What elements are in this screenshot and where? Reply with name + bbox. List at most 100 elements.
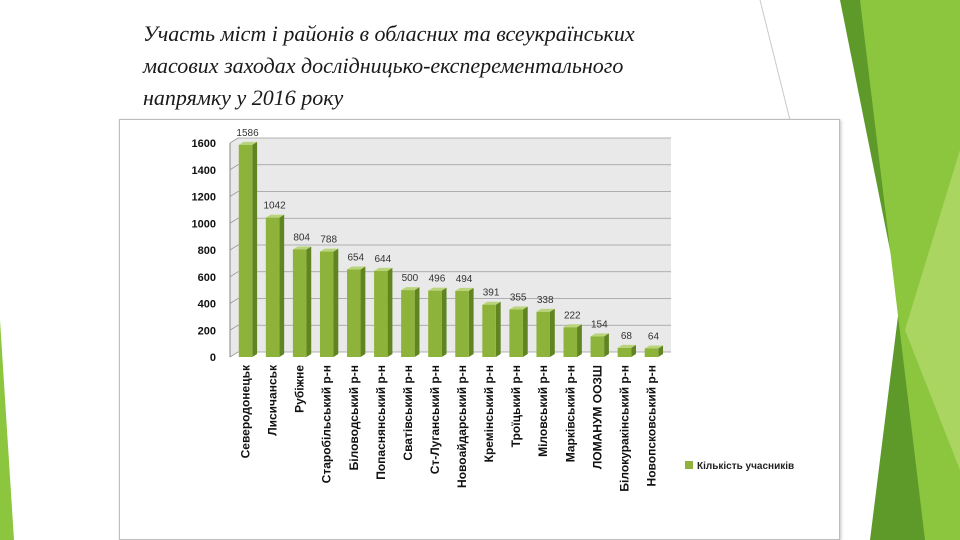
- bar-side: [604, 333, 609, 357]
- bar-side: [279, 214, 285, 357]
- bar-front: [590, 336, 605, 357]
- bar: [509, 306, 528, 357]
- data-label: 355: [510, 293, 527, 304]
- bar-side: [658, 345, 664, 357]
- bar-side: [631, 344, 636, 357]
- bar: [374, 267, 393, 357]
- bar-front: [644, 348, 659, 357]
- legend-label: Кількість учасників: [697, 461, 794, 472]
- bar-top: [482, 301, 501, 305]
- x-category-label: Новопсковський р-н: [644, 365, 658, 486]
- y-tick-label: 400: [198, 299, 216, 311]
- data-label: 788: [320, 235, 337, 246]
- legend-swatch: [685, 461, 693, 469]
- bar-side: [468, 287, 474, 357]
- bar-top: [374, 267, 393, 271]
- bar-top: [319, 248, 339, 252]
- y-tick-label: 200: [198, 325, 216, 337]
- x-category-label: Білокуракінський р-н: [617, 365, 631, 492]
- grid-layer: [229, 137, 671, 358]
- bar-front: [563, 327, 578, 357]
- bar: [590, 333, 609, 357]
- bar-top: [238, 141, 258, 145]
- data-label: 496: [429, 274, 446, 285]
- deco-shape-right-pale: [905, 150, 960, 470]
- x-category-label: Ст-Луганський р-н: [428, 365, 442, 474]
- bar-side: [522, 306, 528, 357]
- bar-front: [536, 311, 550, 357]
- plot-background: [230, 138, 671, 357]
- data-label: 68: [621, 331, 633, 342]
- bar-top: [428, 287, 447, 291]
- gridline: [229, 351, 239, 358]
- data-labels: 1586 1042 804 788 654 644 500 496 494 391 355 338 22…: [236, 128, 659, 343]
- bar-front: [482, 304, 496, 357]
- bar-front: [292, 249, 307, 357]
- x-category-label: Марківський р-н: [563, 365, 577, 462]
- bar-front: [347, 269, 361, 357]
- y-tick-label: 1600: [192, 138, 216, 150]
- bar-side: [549, 308, 555, 357]
- x-category-label: Новоайдарський р-н: [455, 365, 469, 488]
- bar-side: [333, 248, 339, 357]
- y-tick-label: 600: [198, 272, 216, 284]
- slide-title-line: масових заходах дослідницько-експеремент…: [143, 53, 624, 78]
- bar: [644, 345, 664, 357]
- chart-frame: 0 200 400 600 800 1000 1200 1400 1600 1586 1042 80…: [119, 119, 840, 540]
- bar-front: [401, 290, 415, 357]
- bar-side: [306, 246, 312, 357]
- bar-top: [265, 214, 285, 218]
- x-category-label: Троїцький р-н: [509, 365, 523, 447]
- bar-side: [252, 141, 258, 357]
- bar: [482, 301, 501, 357]
- gridline: [229, 191, 239, 197]
- bar: [401, 287, 420, 357]
- data-label: 222: [564, 310, 581, 321]
- bar: [617, 344, 636, 357]
- slide-title-line: Участь міст і районів в обласних та всеу…: [143, 21, 635, 46]
- x-axis-categories: Северодонецьк Лисичанськ Рубіжне Старобільс…: [239, 364, 659, 492]
- deco-shape-left: [0, 320, 14, 540]
- bar-side: [360, 266, 366, 357]
- x-category-label: Сватівський р-н: [401, 365, 415, 461]
- bar: [265, 214, 285, 357]
- gridline: [229, 244, 239, 251]
- x-category-label: ЛОМАНУМ ООЗШ: [590, 365, 604, 469]
- data-label: 644: [375, 254, 392, 265]
- bar-top: [536, 308, 555, 312]
- y-tick-label: 1400: [192, 165, 216, 177]
- legend: Кількість учасників: [685, 461, 794, 472]
- x-category-label: Біловодський р-н: [347, 365, 361, 470]
- bar-side: [441, 287, 447, 357]
- bar-side: [387, 267, 393, 357]
- bar-front: [374, 270, 388, 357]
- bar-side: [577, 324, 582, 357]
- bar-top: [509, 306, 528, 310]
- bar-front: [238, 144, 253, 357]
- x-category-label: Попаснянський р-н: [374, 365, 388, 480]
- data-label: 804: [293, 232, 310, 243]
- bar-front: [617, 347, 632, 357]
- bar-front: [455, 290, 469, 357]
- x-category-label: Міловський р-н: [536, 365, 550, 457]
- bar: [563, 324, 582, 357]
- bar-top: [347, 266, 366, 270]
- x-category-label: Лисичанськ: [266, 364, 280, 436]
- bar-top: [292, 246, 312, 250]
- bar-top: [617, 344, 636, 348]
- gridline: [229, 164, 239, 171]
- bar-side: [414, 287, 420, 357]
- bar: [347, 266, 366, 357]
- bar: [428, 287, 447, 357]
- bar-top: [644, 345, 664, 349]
- bar-front: [265, 217, 280, 357]
- x-category-label: Старобільський р-н: [320, 365, 334, 483]
- y-tick-label: 0: [210, 352, 216, 364]
- gridline: [229, 217, 239, 224]
- data-label: 500: [402, 273, 419, 284]
- data-label: 391: [483, 288, 500, 299]
- x-category-label: Кремінський р-н: [482, 365, 496, 462]
- data-label: 654: [347, 253, 364, 264]
- bar: [292, 246, 312, 357]
